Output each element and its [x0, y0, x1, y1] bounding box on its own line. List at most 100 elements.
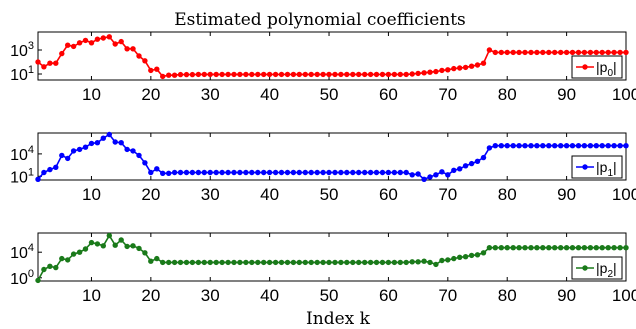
data-point — [148, 169, 154, 176]
data-point — [326, 259, 332, 266]
data-point — [118, 237, 124, 243]
data-point — [498, 49, 504, 56]
data-point — [290, 169, 297, 176]
data-point — [474, 158, 481, 164]
data-point — [563, 143, 570, 149]
data-point — [552, 143, 558, 149]
data-point — [148, 67, 154, 74]
data-point — [569, 143, 576, 149]
x-tick-label: 40 — [260, 85, 279, 104]
data-point — [65, 42, 71, 48]
x-tick-label: 40 — [260, 286, 279, 305]
data-point — [546, 245, 552, 251]
data-point — [367, 259, 374, 266]
data-point — [47, 263, 53, 269]
data-point — [427, 174, 433, 180]
data-point — [278, 259, 285, 266]
data-point — [362, 71, 368, 78]
data-point — [207, 169, 213, 176]
data-point — [599, 245, 605, 251]
data-point — [409, 259, 415, 265]
data-point — [41, 266, 47, 273]
chart-title: Estimated polynomial coefficients — [174, 10, 466, 30]
data-point — [403, 259, 409, 266]
data-point — [166, 170, 172, 176]
data-point — [409, 71, 415, 77]
data-point — [367, 71, 374, 78]
x-tick-label: 80 — [498, 185, 517, 204]
data-point — [35, 176, 41, 182]
x-tick-label: 80 — [498, 85, 517, 104]
legend-marker — [582, 164, 588, 170]
data-point — [130, 243, 136, 249]
data-point — [70, 148, 77, 154]
x-tick-label: 20 — [141, 185, 160, 204]
data-point — [522, 143, 528, 149]
x-tick-label: 90 — [557, 185, 576, 204]
data-point — [112, 41, 118, 47]
data-point — [421, 176, 427, 182]
legend-marker — [582, 265, 588, 271]
data-point — [356, 169, 362, 176]
data-point — [415, 259, 421, 265]
data-point — [201, 259, 207, 266]
data-point — [433, 68, 439, 75]
data-point — [94, 140, 101, 146]
data-point — [261, 71, 267, 78]
data-point — [385, 71, 392, 78]
data-point — [124, 243, 130, 250]
data-point — [439, 169, 445, 175]
data-point — [154, 255, 160, 262]
panel-2: 10 20 30 40 50 60 70 80 90 100 100 104 |p2| — [10, 232, 636, 305]
y-tick-label: 101 — [10, 166, 34, 186]
data-point — [53, 60, 59, 66]
data-point — [558, 143, 564, 149]
data-point — [474, 62, 481, 68]
x-tick-label: 30 — [201, 85, 220, 104]
x-tick-label: 60 — [379, 85, 398, 104]
data-point — [486, 47, 493, 53]
data-point — [100, 35, 107, 41]
data-point — [379, 259, 386, 266]
data-point — [534, 143, 540, 149]
data-point — [130, 148, 136, 154]
data-point — [338, 169, 344, 176]
data-point — [332, 169, 338, 176]
data-point — [53, 264, 59, 271]
axes-frame — [37, 232, 627, 282]
data-point — [88, 140, 95, 147]
data-point — [373, 169, 380, 176]
legend-label: |p0| — [596, 59, 617, 79]
data-point — [225, 169, 231, 176]
data-point — [189, 169, 196, 176]
legend-marker — [582, 64, 588, 70]
data-point — [76, 40, 83, 46]
data-point — [266, 259, 273, 266]
data-point — [593, 143, 599, 149]
data-point — [296, 169, 302, 176]
data-point — [189, 71, 196, 78]
data-point — [605, 49, 611, 56]
data-point — [166, 259, 172, 266]
data-point — [160, 170, 166, 176]
x-tick-label: 30 — [201, 185, 220, 204]
data-point — [284, 71, 291, 78]
data-point — [356, 71, 362, 78]
data-point — [373, 71, 380, 78]
x-tick-label: 90 — [557, 85, 576, 104]
legend-box — [571, 155, 623, 179]
data-point — [344, 71, 350, 78]
data-point — [35, 277, 41, 284]
data-point — [379, 71, 386, 78]
data-point — [195, 259, 202, 266]
x-tick-label: 50 — [320, 185, 339, 204]
data-point — [569, 49, 576, 56]
data-point — [540, 49, 546, 56]
data-point — [213, 259, 219, 266]
data-point — [445, 172, 451, 178]
data-point — [82, 37, 89, 44]
data-point — [338, 259, 344, 266]
data-point — [314, 169, 320, 176]
data-point — [474, 252, 481, 258]
